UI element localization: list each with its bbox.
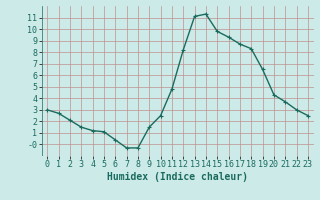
X-axis label: Humidex (Indice chaleur): Humidex (Indice chaleur) [107,172,248,182]
